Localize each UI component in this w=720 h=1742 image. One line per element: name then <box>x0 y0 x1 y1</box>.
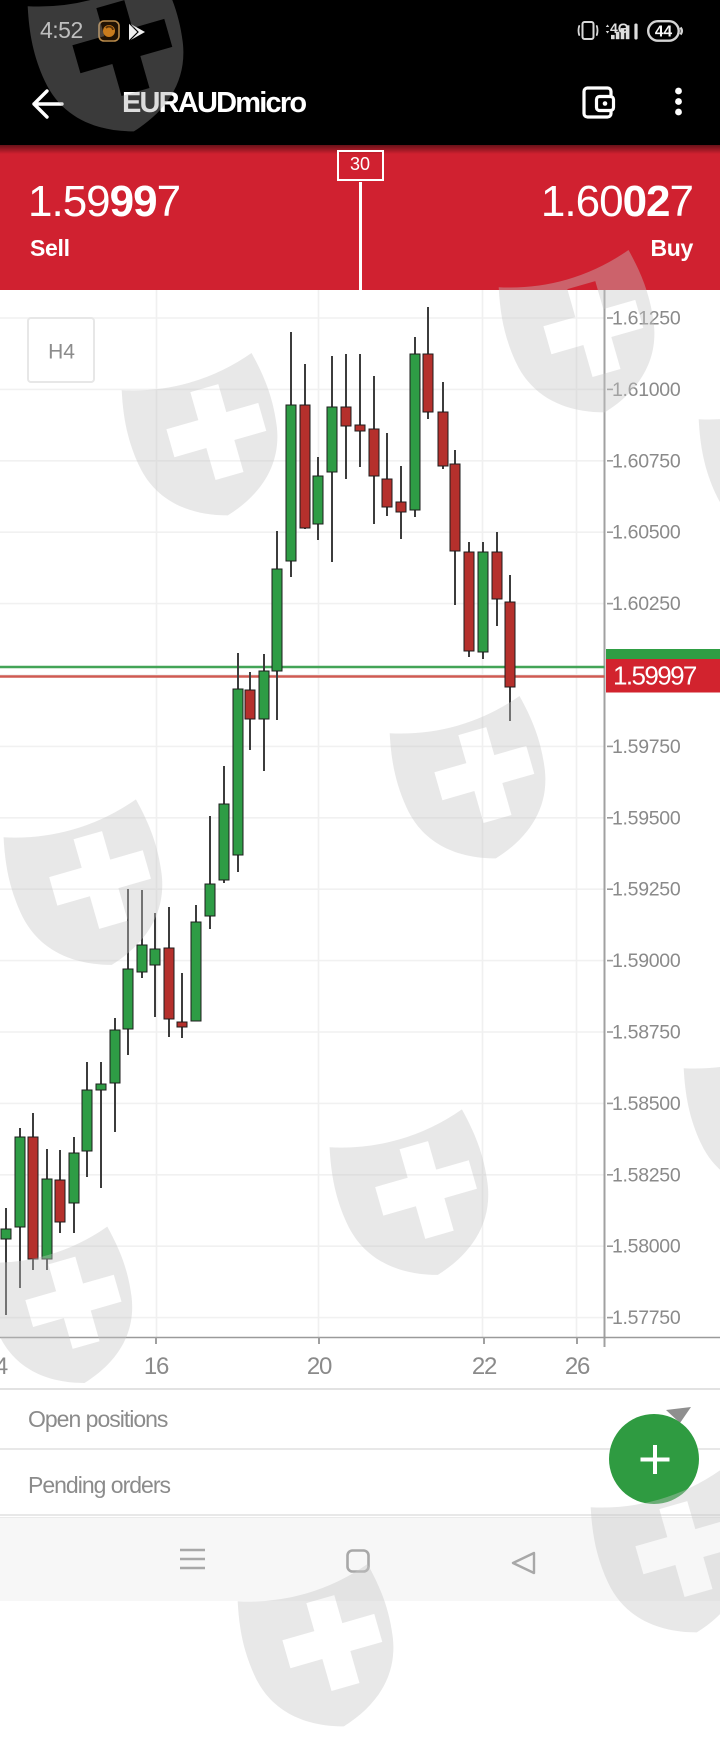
svg-text:1.59250: 1.59250 <box>612 879 681 901</box>
svg-text:1.58250: 1.58250 <box>612 1164 681 1186</box>
svg-text:22: 22 <box>472 1353 497 1380</box>
svg-text:26: 26 <box>565 1353 590 1380</box>
svg-text:1.60750: 1.60750 <box>612 450 681 472</box>
svg-text:1.57750: 1.57750 <box>612 1307 681 1329</box>
svg-text:44: 44 <box>655 24 673 41</box>
svg-text:1.61250: 1.61250 <box>612 308 681 330</box>
svg-text:1.59997: 1.59997 <box>613 661 697 691</box>
svg-text:1.59000: 1.59000 <box>612 950 681 972</box>
svg-text:1.58000: 1.58000 <box>612 1236 681 1258</box>
svg-text:1.58750: 1.58750 <box>612 1022 681 1044</box>
svg-text:4: 4 <box>0 1353 8 1380</box>
svg-text:20: 20 <box>307 1353 332 1380</box>
svg-text:H4: H4 <box>48 341 75 364</box>
svg-text:1.58500: 1.58500 <box>612 1093 681 1115</box>
svg-text:16: 16 <box>144 1353 169 1380</box>
svg-text:1.59750: 1.59750 <box>612 736 681 758</box>
svg-text:1.59500: 1.59500 <box>612 807 681 829</box>
svg-text:1.61000: 1.61000 <box>612 379 681 401</box>
svg-text:1.60500: 1.60500 <box>612 522 681 544</box>
svg-text:1.60250: 1.60250 <box>612 593 681 615</box>
